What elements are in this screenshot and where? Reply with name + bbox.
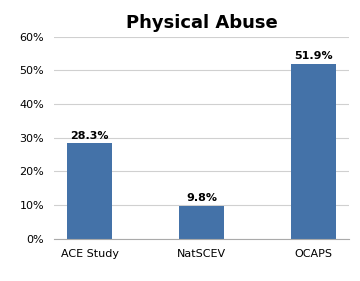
- Bar: [67, 143, 112, 239]
- Text: 28.3%: 28.3%: [71, 131, 109, 141]
- Bar: [291, 64, 336, 239]
- Bar: [179, 206, 224, 239]
- Text: 51.9%: 51.9%: [294, 51, 333, 61]
- Title: Physical Abuse: Physical Abuse: [126, 14, 278, 32]
- Text: 9.8%: 9.8%: [186, 193, 217, 203]
